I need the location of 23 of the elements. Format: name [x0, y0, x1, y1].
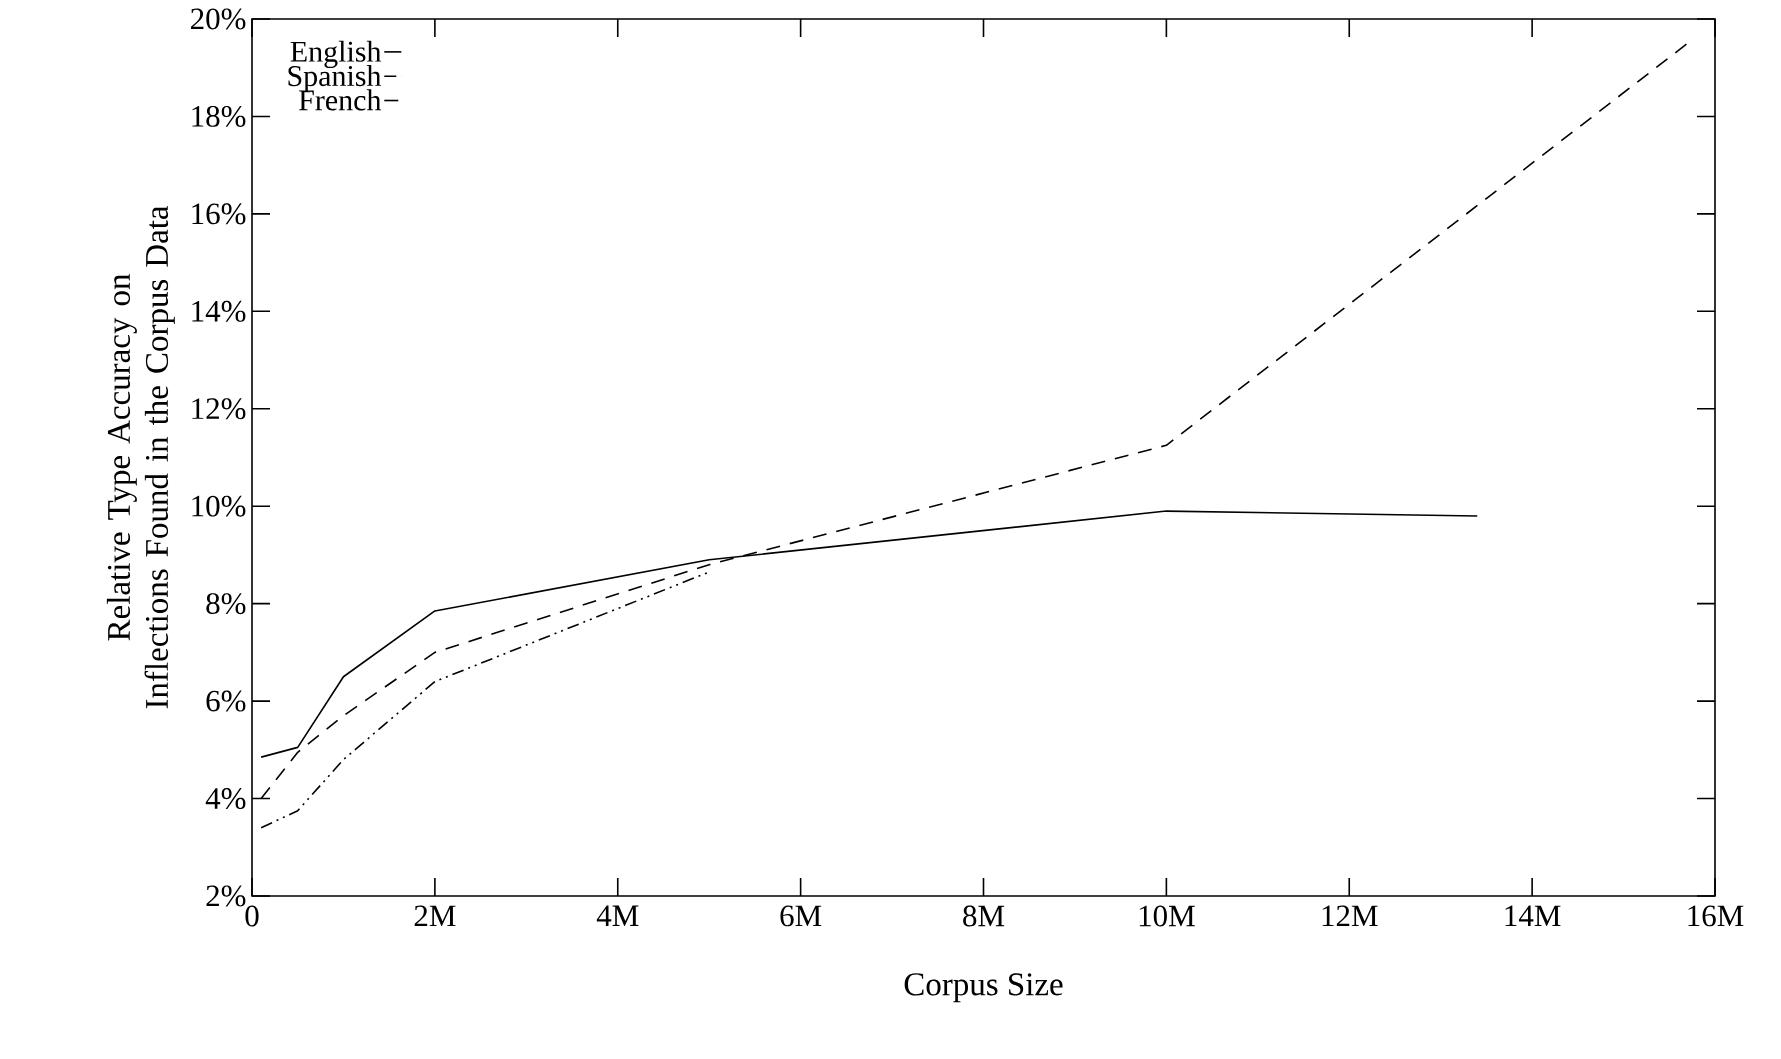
y-tick-label: 10% [192, 495, 246, 517]
y-tick-label: 2% [206, 885, 246, 907]
x-tick-label: 14M [1505, 905, 1561, 926]
x-tick-label: 0 [245, 905, 259, 927]
x-tick-label: 2M [414, 905, 456, 927]
y-tick-label: 16% [192, 203, 246, 225]
line-series [260, 571, 710, 829]
y-tick-label: 8% [206, 593, 246, 615]
x-tick-label: 12M [1322, 905, 1378, 927]
x-tick-label: 4M [596, 905, 639, 926]
x-tick-label: 6M [780, 905, 822, 927]
y-tick-label: 12% [192, 398, 246, 420]
y-tick-label: 6% [206, 690, 246, 712]
y-tick-label: 18% [192, 105, 246, 127]
y-tick-label: 14% [192, 300, 246, 322]
x-axis-title: Corpus Size [904, 973, 1063, 1003]
x-tick-label: 8M [963, 905, 1005, 927]
x-tick-label: 16M [1688, 905, 1744, 927]
y-tick-label: 4% [205, 788, 246, 810]
y-axis-title: Relative Type Accuracy on Inflections Found in the Corpus Data [106, 205, 175, 709]
line-series [260, 42, 1689, 800]
x-tick-label: 10M [1139, 905, 1195, 927]
y-tick-label: 20% [191, 8, 246, 30]
